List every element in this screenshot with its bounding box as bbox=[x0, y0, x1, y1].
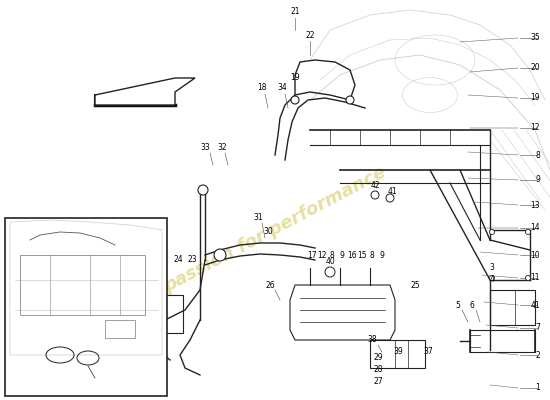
Text: 23: 23 bbox=[187, 256, 197, 264]
Text: 19: 19 bbox=[530, 94, 540, 102]
Text: 27: 27 bbox=[373, 378, 383, 386]
Text: 21: 21 bbox=[290, 8, 300, 16]
Text: 41: 41 bbox=[530, 300, 540, 310]
Text: 33: 33 bbox=[200, 144, 210, 152]
Bar bbox=[105, 320, 135, 338]
Text: 6: 6 bbox=[470, 300, 475, 310]
Text: 35: 35 bbox=[530, 34, 540, 42]
Text: 8: 8 bbox=[370, 250, 375, 260]
Bar bbox=[470, 330, 535, 352]
Circle shape bbox=[291, 96, 299, 104]
Text: 42: 42 bbox=[370, 180, 380, 190]
Text: 16: 16 bbox=[347, 250, 357, 260]
Text: 18: 18 bbox=[257, 84, 267, 92]
Bar bbox=[490, 290, 535, 325]
Text: 29: 29 bbox=[373, 354, 383, 362]
Circle shape bbox=[325, 267, 335, 277]
Text: 1: 1 bbox=[535, 384, 540, 392]
Text: 8: 8 bbox=[535, 150, 540, 160]
Text: 3: 3 bbox=[490, 264, 494, 272]
Text: 40: 40 bbox=[325, 258, 335, 266]
Circle shape bbox=[525, 276, 531, 280]
Circle shape bbox=[198, 185, 208, 195]
Text: 31: 31 bbox=[253, 214, 263, 222]
Text: 37: 37 bbox=[423, 348, 433, 356]
Text: 13: 13 bbox=[530, 200, 540, 210]
Text: 9: 9 bbox=[379, 250, 384, 260]
Text: 17: 17 bbox=[307, 250, 317, 260]
Text: 28: 28 bbox=[373, 366, 383, 374]
Text: 41: 41 bbox=[387, 188, 397, 196]
Text: 9: 9 bbox=[339, 250, 344, 260]
Text: 8: 8 bbox=[329, 250, 334, 260]
Text: 38: 38 bbox=[367, 336, 377, 344]
Text: 35: 35 bbox=[157, 256, 167, 264]
Circle shape bbox=[490, 230, 494, 234]
Text: 2: 2 bbox=[535, 350, 540, 360]
Text: 43: 43 bbox=[95, 378, 105, 386]
Text: 25: 25 bbox=[410, 280, 420, 290]
Circle shape bbox=[346, 96, 354, 104]
Circle shape bbox=[386, 194, 394, 202]
Text: 30: 30 bbox=[263, 228, 273, 236]
Circle shape bbox=[214, 249, 226, 261]
Bar bbox=[5, 218, 167, 396]
Text: 4: 4 bbox=[490, 276, 494, 284]
Text: 14: 14 bbox=[530, 224, 540, 232]
Circle shape bbox=[490, 276, 494, 280]
Text: 19: 19 bbox=[290, 74, 300, 82]
Text: 22: 22 bbox=[305, 30, 315, 40]
Text: 20: 20 bbox=[530, 64, 540, 72]
Polygon shape bbox=[95, 78, 195, 105]
Text: 10: 10 bbox=[530, 250, 540, 260]
Text: 34: 34 bbox=[277, 84, 287, 92]
Text: passion for performance: passion for performance bbox=[161, 164, 389, 296]
Text: 15: 15 bbox=[357, 250, 367, 260]
Text: 5: 5 bbox=[455, 300, 460, 310]
Bar bbox=[155, 295, 183, 333]
Text: 7: 7 bbox=[535, 324, 540, 332]
Text: 26: 26 bbox=[265, 280, 275, 290]
Text: 24: 24 bbox=[173, 256, 183, 264]
Bar bbox=[20, 255, 145, 315]
Text: 36: 36 bbox=[143, 256, 153, 264]
Text: 12: 12 bbox=[531, 124, 540, 132]
Circle shape bbox=[371, 191, 379, 199]
Text: 9: 9 bbox=[535, 176, 540, 184]
Circle shape bbox=[525, 230, 531, 234]
Text: 12: 12 bbox=[317, 250, 327, 260]
Bar bbox=[370, 340, 425, 368]
Text: 39: 39 bbox=[393, 348, 403, 356]
Text: 11: 11 bbox=[531, 274, 540, 282]
Text: 32: 32 bbox=[217, 144, 227, 152]
